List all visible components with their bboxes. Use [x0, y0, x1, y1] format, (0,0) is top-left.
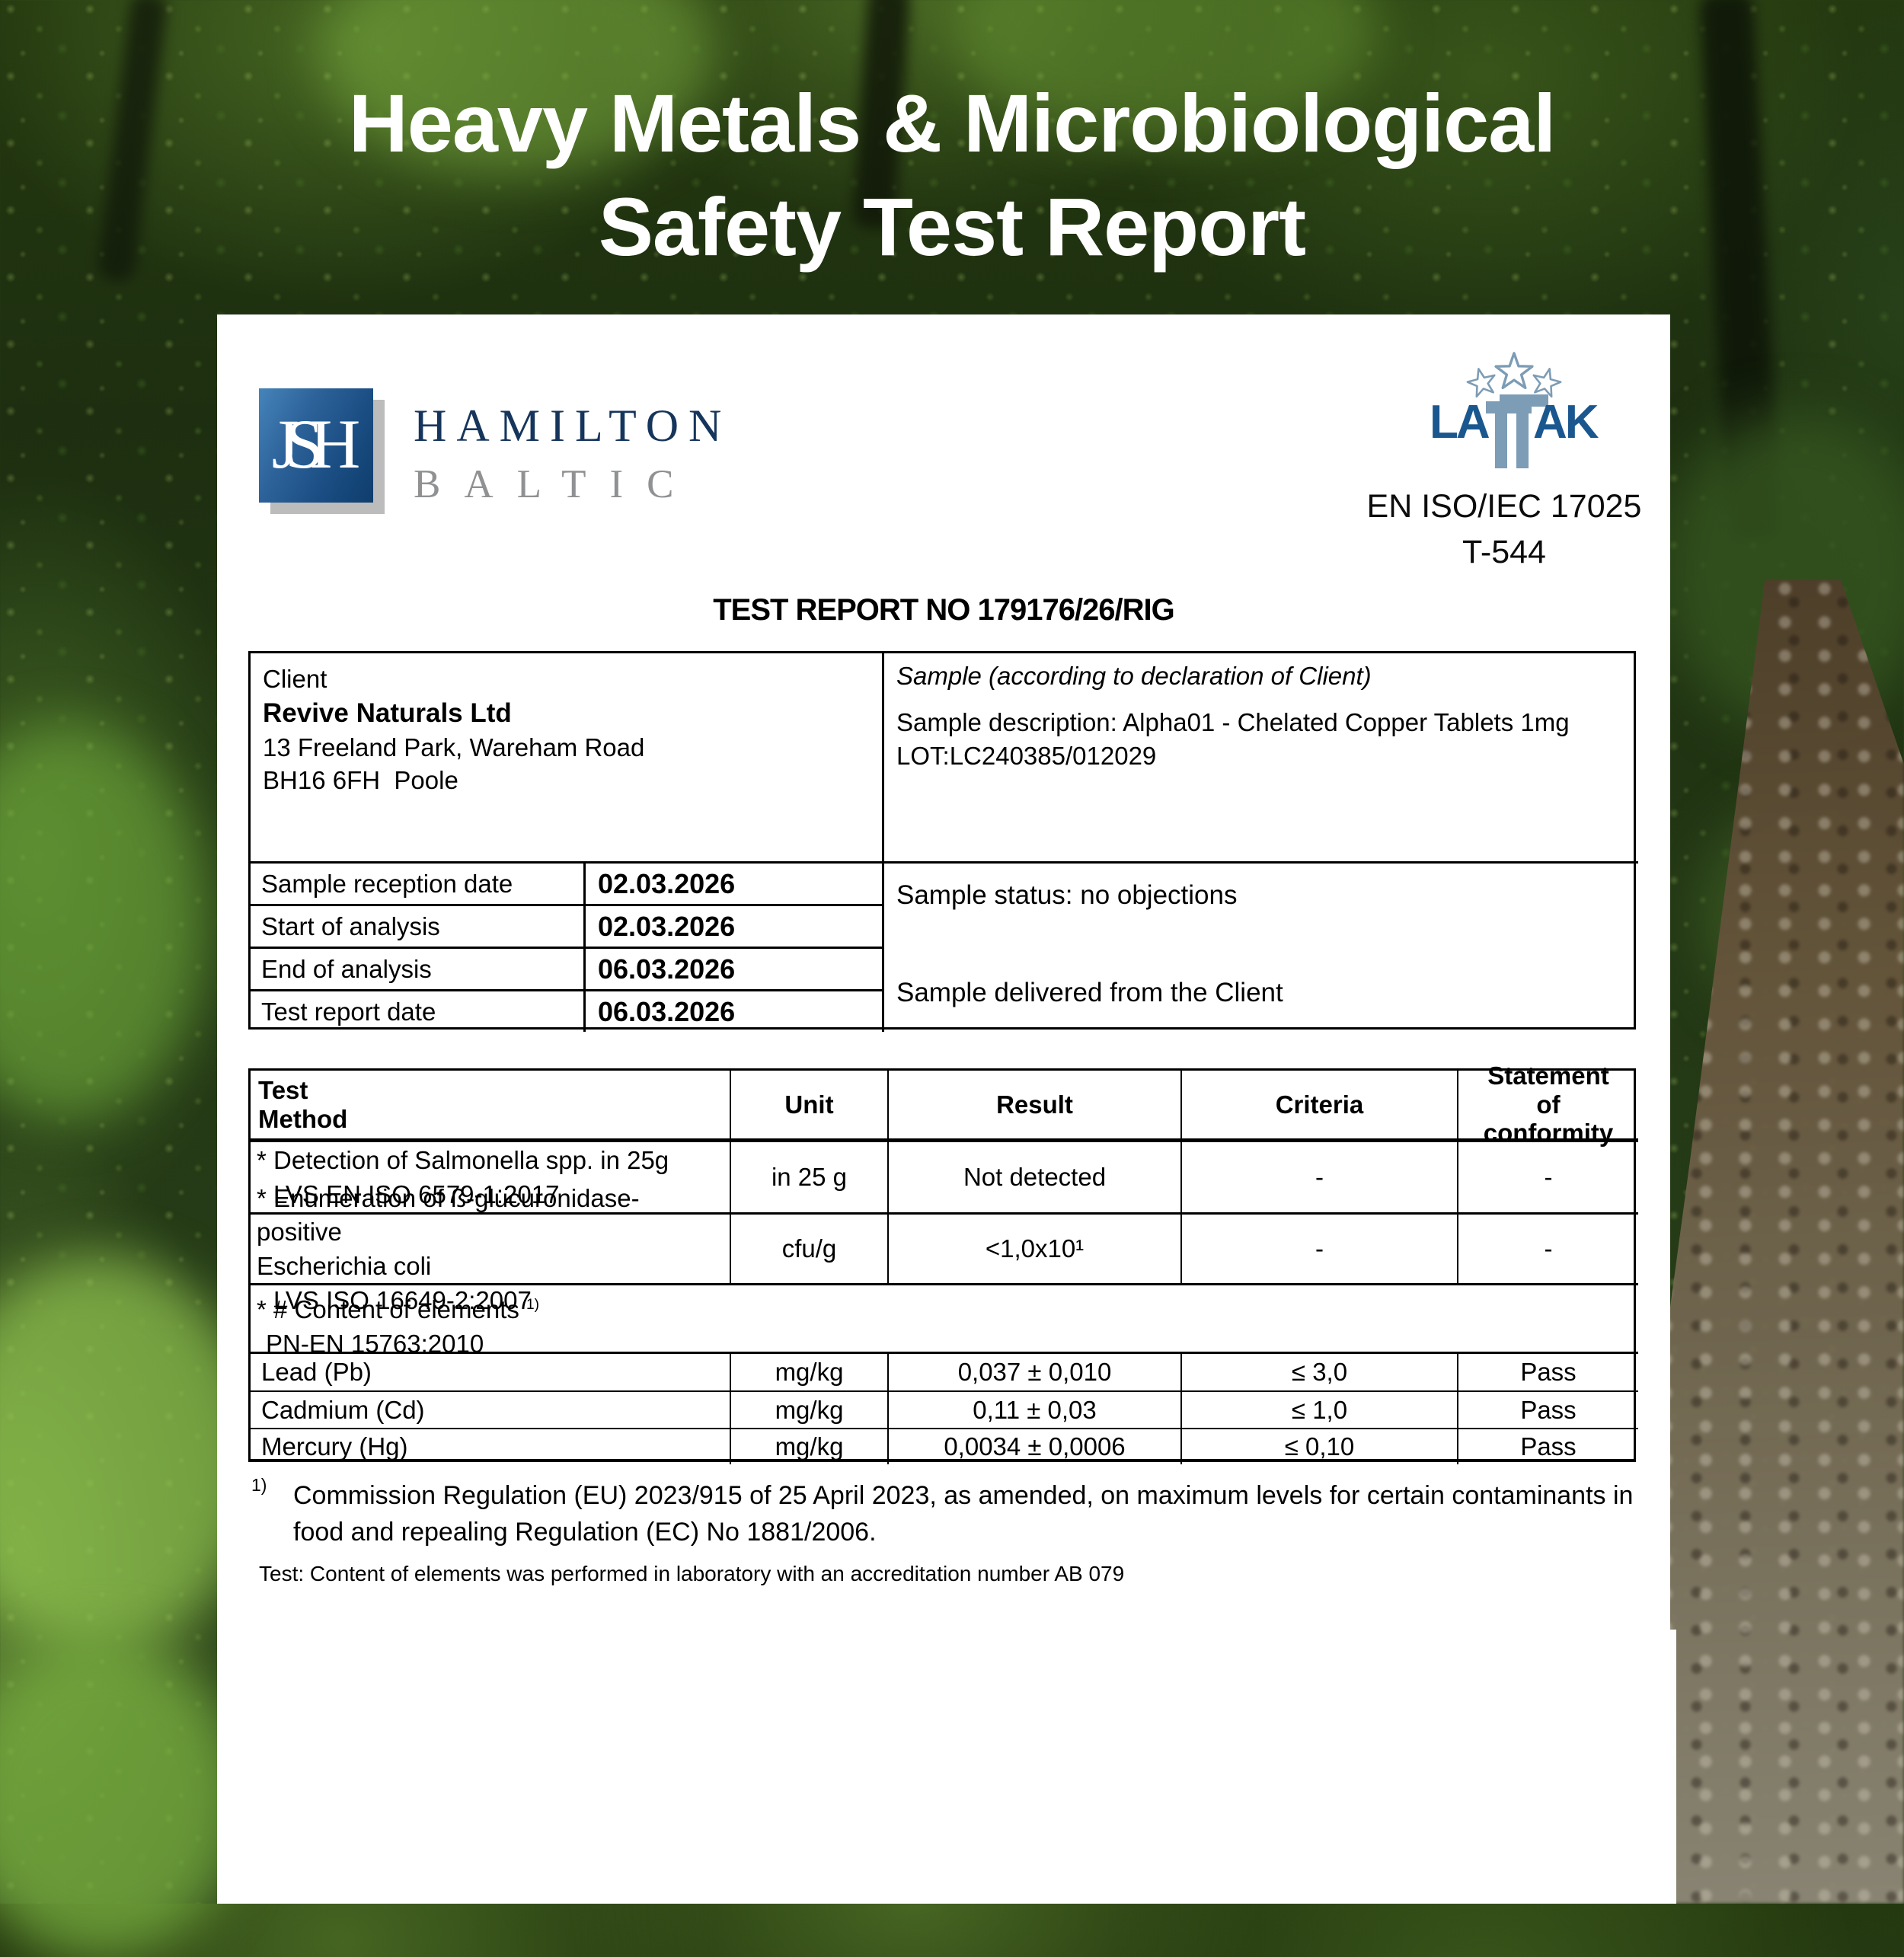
- client-address-line2: BH16 6FH Poole: [263, 766, 458, 795]
- results-header-statement: Statement of conformity: [1457, 1062, 1638, 1147]
- criteria-cell: ≤ 3,0: [1180, 1354, 1457, 1390]
- statement-cell: Pass: [1457, 1354, 1638, 1390]
- accreditation-standard: EN ISO/IEC 17025: [1366, 488, 1642, 525]
- date-row-value: 06.03.2026: [583, 947, 882, 989]
- page-title: Heavy Metals & Microbiological Safety Te…: [0, 72, 1904, 279]
- criteria-cell: -: [1180, 1142, 1457, 1212]
- latak-tt-glyph: [1486, 394, 1548, 468]
- unit-cell: cfu/g: [730, 1212, 887, 1283]
- element-name-cell: Lead (Pb): [261, 1358, 372, 1386]
- footnote-ref: 1): [526, 1297, 540, 1313]
- statement-cell: -: [1457, 1212, 1638, 1283]
- second-sheet-edge: [1670, 1630, 1676, 1904]
- criteria-cell: ≤ 0,10: [1180, 1428, 1457, 1464]
- criteria-cell: ≤ 1,0: [1180, 1390, 1457, 1428]
- client-name: Revive Naturals Ltd: [263, 698, 512, 728]
- page-title-line2: Safety Test Report: [598, 180, 1306, 273]
- latak-letters-right: AK: [1533, 396, 1599, 449]
- client-cell: Client Revive Naturals Ltd 13 Freeland P…: [251, 653, 882, 861]
- content-of-elements-section: * # Content of elements 1) PN-EN 15763:2…: [251, 1283, 1638, 1358]
- result-cell: Not detected: [887, 1142, 1180, 1212]
- criteria-cell: -: [1180, 1212, 1457, 1283]
- result-cell: 0,11 ± 0,03: [887, 1390, 1180, 1428]
- report-number: TEST REPORT NO 179176/26/RIG: [713, 593, 1175, 627]
- unit-cell: mg/kg: [730, 1354, 887, 1390]
- date-row-label: Start of analysis: [251, 904, 583, 947]
- latak-stars-icon: [1466, 352, 1562, 398]
- footnote-marker: 1): [251, 1475, 267, 1495]
- test-method-cell: * Enumeration of ß-glucuronidase-positiv…: [251, 1184, 730, 1314]
- jsh-logo: JSH: [259, 388, 373, 503]
- statement-cell: Pass: [1457, 1390, 1638, 1428]
- client-label: Client: [263, 665, 327, 693]
- result-cell: 0,037 ± 0,010: [887, 1354, 1180, 1390]
- latak-letters-left: LA: [1430, 396, 1490, 449]
- jsh-monogram: JSH: [271, 405, 361, 483]
- date-row-label: Sample reception date: [251, 861, 583, 904]
- company-name: HAMILTON BALTIC: [414, 400, 731, 507]
- results-header-result: Result: [887, 1071, 1180, 1142]
- results-header-criteria: Criteria: [1180, 1071, 1457, 1142]
- lab-accreditation-note: Test: Content of elements was performed …: [259, 1562, 1125, 1585]
- date-row-value: 02.03.2026: [583, 904, 882, 947]
- date-row-label: End of analysis: [251, 947, 583, 989]
- result-cell: 0,0034 ± 0,0006: [887, 1428, 1180, 1464]
- sample-status: Sample status: no objections: [896, 880, 1238, 910]
- sample-cell: Sample (according to declaration of Clie…: [882, 653, 1638, 861]
- test-method-cell: * Detection of Salmonella spp. in 25g LV…: [257, 1146, 669, 1208]
- foliage-blob: [0, 1256, 259, 1652]
- accreditation-number: T-544: [1462, 534, 1546, 570]
- client-address-line1: 13 Freeland Park, Wareham Road: [263, 733, 645, 761]
- statement-cell: -: [1457, 1142, 1638, 1212]
- foliage-blob: [0, 1637, 244, 1957]
- sample-lot: LOT:LC240385/012029: [896, 742, 1157, 771]
- report-page: JSH HAMILTON BALTIC LA AK EN ISO/IEC 170…: [217, 314, 1670, 1904]
- footnote-regulation: Commission Regulation (EU) 2023/915 of 2…: [293, 1481, 1634, 1547]
- results-header-unit: Unit: [730, 1071, 887, 1142]
- sample-description: Sample description: Alpha01 - Chelated C…: [896, 707, 1570, 736]
- company-name-line2: BALTIC: [414, 462, 698, 506]
- foliage-blob: [0, 723, 206, 1119]
- page-title-line1: Heavy Metals & Microbiological: [348, 77, 1556, 169]
- results-header-test-method: Test Method: [251, 1071, 730, 1142]
- latak-accreditation-logo: LA AK: [1430, 352, 1602, 468]
- unit-cell: in 25 g: [730, 1142, 887, 1212]
- result-cell: <1,0x10¹: [887, 1212, 1180, 1283]
- date-row-value: 06.03.2026: [583, 989, 882, 1032]
- unit-cell: mg/kg: [730, 1428, 887, 1464]
- date-row-value: 02.03.2026: [583, 861, 882, 904]
- unit-cell: mg/kg: [730, 1390, 887, 1428]
- sample-delivered: Sample delivered from the Client: [896, 978, 1283, 1007]
- client-sample-table: Client Revive Naturals Ltd 13 Freeland P…: [248, 651, 1638, 1032]
- element-name-cell: Cadmium (Cd): [251, 1390, 730, 1428]
- results-table: Test Method Unit Result Criteria Stateme…: [248, 1062, 1638, 1464]
- sample-status-cell: Sample status: no objections Sample deli…: [882, 861, 1638, 1032]
- element-name-cell: Mercury (Hg): [251, 1428, 730, 1464]
- company-name-line1: HAMILTON: [414, 401, 732, 451]
- sample-header: Sample (according to declaration of Clie…: [896, 662, 1372, 690]
- statement-cell: Pass: [1457, 1428, 1638, 1464]
- date-row-label: Test report date: [251, 989, 583, 1032]
